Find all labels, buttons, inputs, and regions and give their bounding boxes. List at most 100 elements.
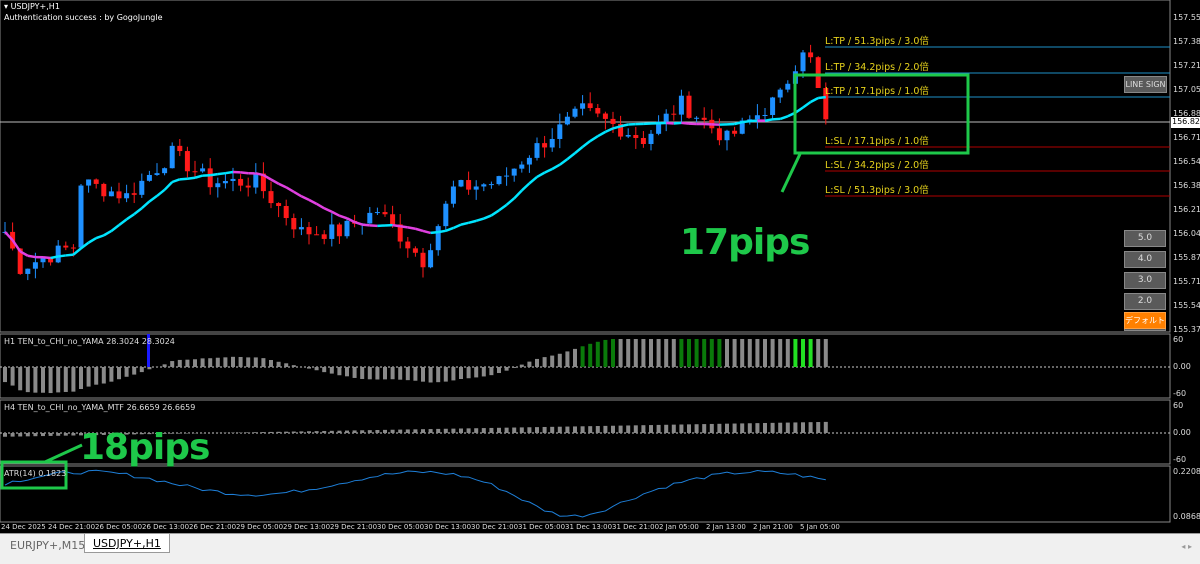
price-axis-label: 156.045 bbox=[1173, 229, 1200, 238]
tab-eurjpy-m15[interactable]: EURJPY+,M15 bbox=[10, 539, 86, 552]
moving-average-segment bbox=[407, 226, 416, 230]
candle-body bbox=[823, 88, 829, 120]
candle-body bbox=[139, 180, 145, 195]
candle-body bbox=[86, 179, 92, 186]
price-axis-label: 156.210 bbox=[1173, 205, 1200, 214]
histogram-bar bbox=[542, 426, 547, 433]
indicator1-title: H1 TEN_to_CHI_no_YAMA 28.3024 28.3024 bbox=[4, 337, 175, 346]
candle-body bbox=[580, 103, 586, 109]
price-axis-label: 157.215 bbox=[1173, 61, 1200, 70]
histogram-bar bbox=[291, 365, 296, 367]
candle-body bbox=[534, 143, 540, 158]
histogram-bar bbox=[56, 433, 61, 436]
time-axis-label: 30 Dec 05:00 bbox=[377, 523, 425, 531]
histogram-bar bbox=[155, 433, 159, 434]
moving-average-segment bbox=[133, 207, 143, 216]
time-axis-label: 31 Dec 05:00 bbox=[518, 523, 566, 531]
histogram-bar bbox=[71, 433, 76, 436]
moving-average-segment bbox=[42, 255, 51, 260]
moving-average-segment bbox=[513, 189, 523, 200]
moving-average-segment bbox=[50, 255, 59, 260]
histogram-bar bbox=[626, 425, 631, 433]
histogram-bar bbox=[451, 367, 456, 381]
moving-average-segment bbox=[80, 241, 90, 250]
moving-average-segment bbox=[422, 229, 431, 235]
histogram-bar bbox=[170, 433, 175, 434]
histogram-bar bbox=[124, 433, 129, 435]
histogram-bar bbox=[740, 339, 745, 367]
histogram-bar bbox=[307, 367, 311, 369]
tab-scroll-arrows[interactable]: ◂ ▸ bbox=[1181, 542, 1192, 551]
histogram-bar bbox=[253, 357, 258, 367]
highlight-box-main bbox=[793, 73, 970, 155]
histogram-bar bbox=[611, 339, 615, 367]
histogram-bar bbox=[785, 339, 790, 367]
histogram-bar bbox=[466, 367, 471, 379]
moving-average-segment bbox=[148, 194, 158, 203]
candle-body bbox=[542, 143, 548, 148]
histogram-bar bbox=[299, 431, 304, 433]
moving-average-segment bbox=[490, 209, 500, 217]
multiplier-button-2.0[interactable]: 2.0 bbox=[1124, 293, 1166, 310]
multiplier-button-3.0[interactable]: 3.0 bbox=[1124, 272, 1166, 289]
candle-body bbox=[549, 138, 555, 148]
histogram-bar bbox=[649, 339, 653, 367]
histogram-bar bbox=[687, 339, 691, 367]
histogram-bar bbox=[694, 339, 699, 367]
price-axis-label: 156.380 bbox=[1173, 181, 1200, 190]
histogram-bar bbox=[725, 339, 729, 367]
histogram-bar bbox=[770, 339, 775, 367]
ind1-axis-zero: 0.00 bbox=[1173, 362, 1191, 371]
moving-average-segment bbox=[505, 197, 516, 206]
moving-average-segment bbox=[362, 223, 370, 227]
time-axis-label: 24 Dec 2025 bbox=[1, 523, 46, 531]
histogram-bar bbox=[284, 363, 289, 367]
histogram-bar bbox=[86, 433, 91, 436]
histogram-bar bbox=[474, 428, 479, 433]
indicator1-frame bbox=[0, 333, 1171, 399]
histogram-bar bbox=[390, 367, 395, 380]
histogram-bar bbox=[117, 367, 121, 380]
moving-average-segment bbox=[604, 127, 614, 134]
histogram-bar bbox=[18, 367, 23, 391]
chart-canvas[interactable] bbox=[0, 0, 1200, 533]
histogram-bar bbox=[94, 367, 99, 385]
symbol-title[interactable]: ▾ USDJPY+,H1 bbox=[4, 2, 60, 11]
candle-body bbox=[207, 168, 213, 188]
tab-usdjpy-h1[interactable]: USDJPY+,H1 bbox=[84, 534, 170, 553]
histogram-bar bbox=[63, 367, 68, 392]
moving-average-segment bbox=[520, 182, 531, 192]
candle-body bbox=[17, 248, 23, 274]
candle-body bbox=[336, 224, 342, 237]
multiplier-button-5.0[interactable]: 5.0 bbox=[1124, 230, 1166, 247]
histogram-bar bbox=[778, 339, 783, 367]
histogram-bar bbox=[557, 353, 562, 367]
moving-average-segment bbox=[452, 223, 462, 230]
histogram-bar bbox=[565, 351, 570, 367]
histogram-bar bbox=[200, 358, 205, 367]
histogram-bar bbox=[147, 367, 152, 370]
candle-body bbox=[473, 186, 479, 190]
candle-body bbox=[48, 258, 54, 263]
price-axis-label: 155.710 bbox=[1173, 277, 1200, 286]
candle-body bbox=[131, 193, 137, 195]
line-sign-button[interactable]: LINE SIGN bbox=[1124, 76, 1167, 93]
default-button[interactable]: デフォルト bbox=[1124, 312, 1166, 329]
multiplier-button-4.0[interactable]: 4.0 bbox=[1124, 251, 1166, 268]
tp-level-label: L:TP / 51.3pips / 3.0倍 bbox=[825, 36, 929, 47]
histogram-bar bbox=[383, 429, 387, 433]
atr-frame bbox=[0, 465, 1171, 523]
histogram-bar bbox=[367, 367, 372, 380]
histogram-bar bbox=[732, 339, 737, 367]
histogram-bar bbox=[94, 433, 99, 436]
time-axis-label: 2 Jan 05:00 bbox=[659, 523, 699, 531]
histogram-bar bbox=[709, 339, 714, 367]
moving-average-segment bbox=[58, 254, 66, 258]
candle-body bbox=[253, 173, 259, 188]
histogram-bar bbox=[139, 367, 144, 373]
histogram-bar bbox=[238, 432, 243, 433]
moving-average-segment bbox=[346, 217, 356, 224]
candle-body bbox=[800, 52, 806, 72]
candle-body bbox=[238, 178, 244, 186]
moving-average-segment bbox=[392, 223, 401, 228]
